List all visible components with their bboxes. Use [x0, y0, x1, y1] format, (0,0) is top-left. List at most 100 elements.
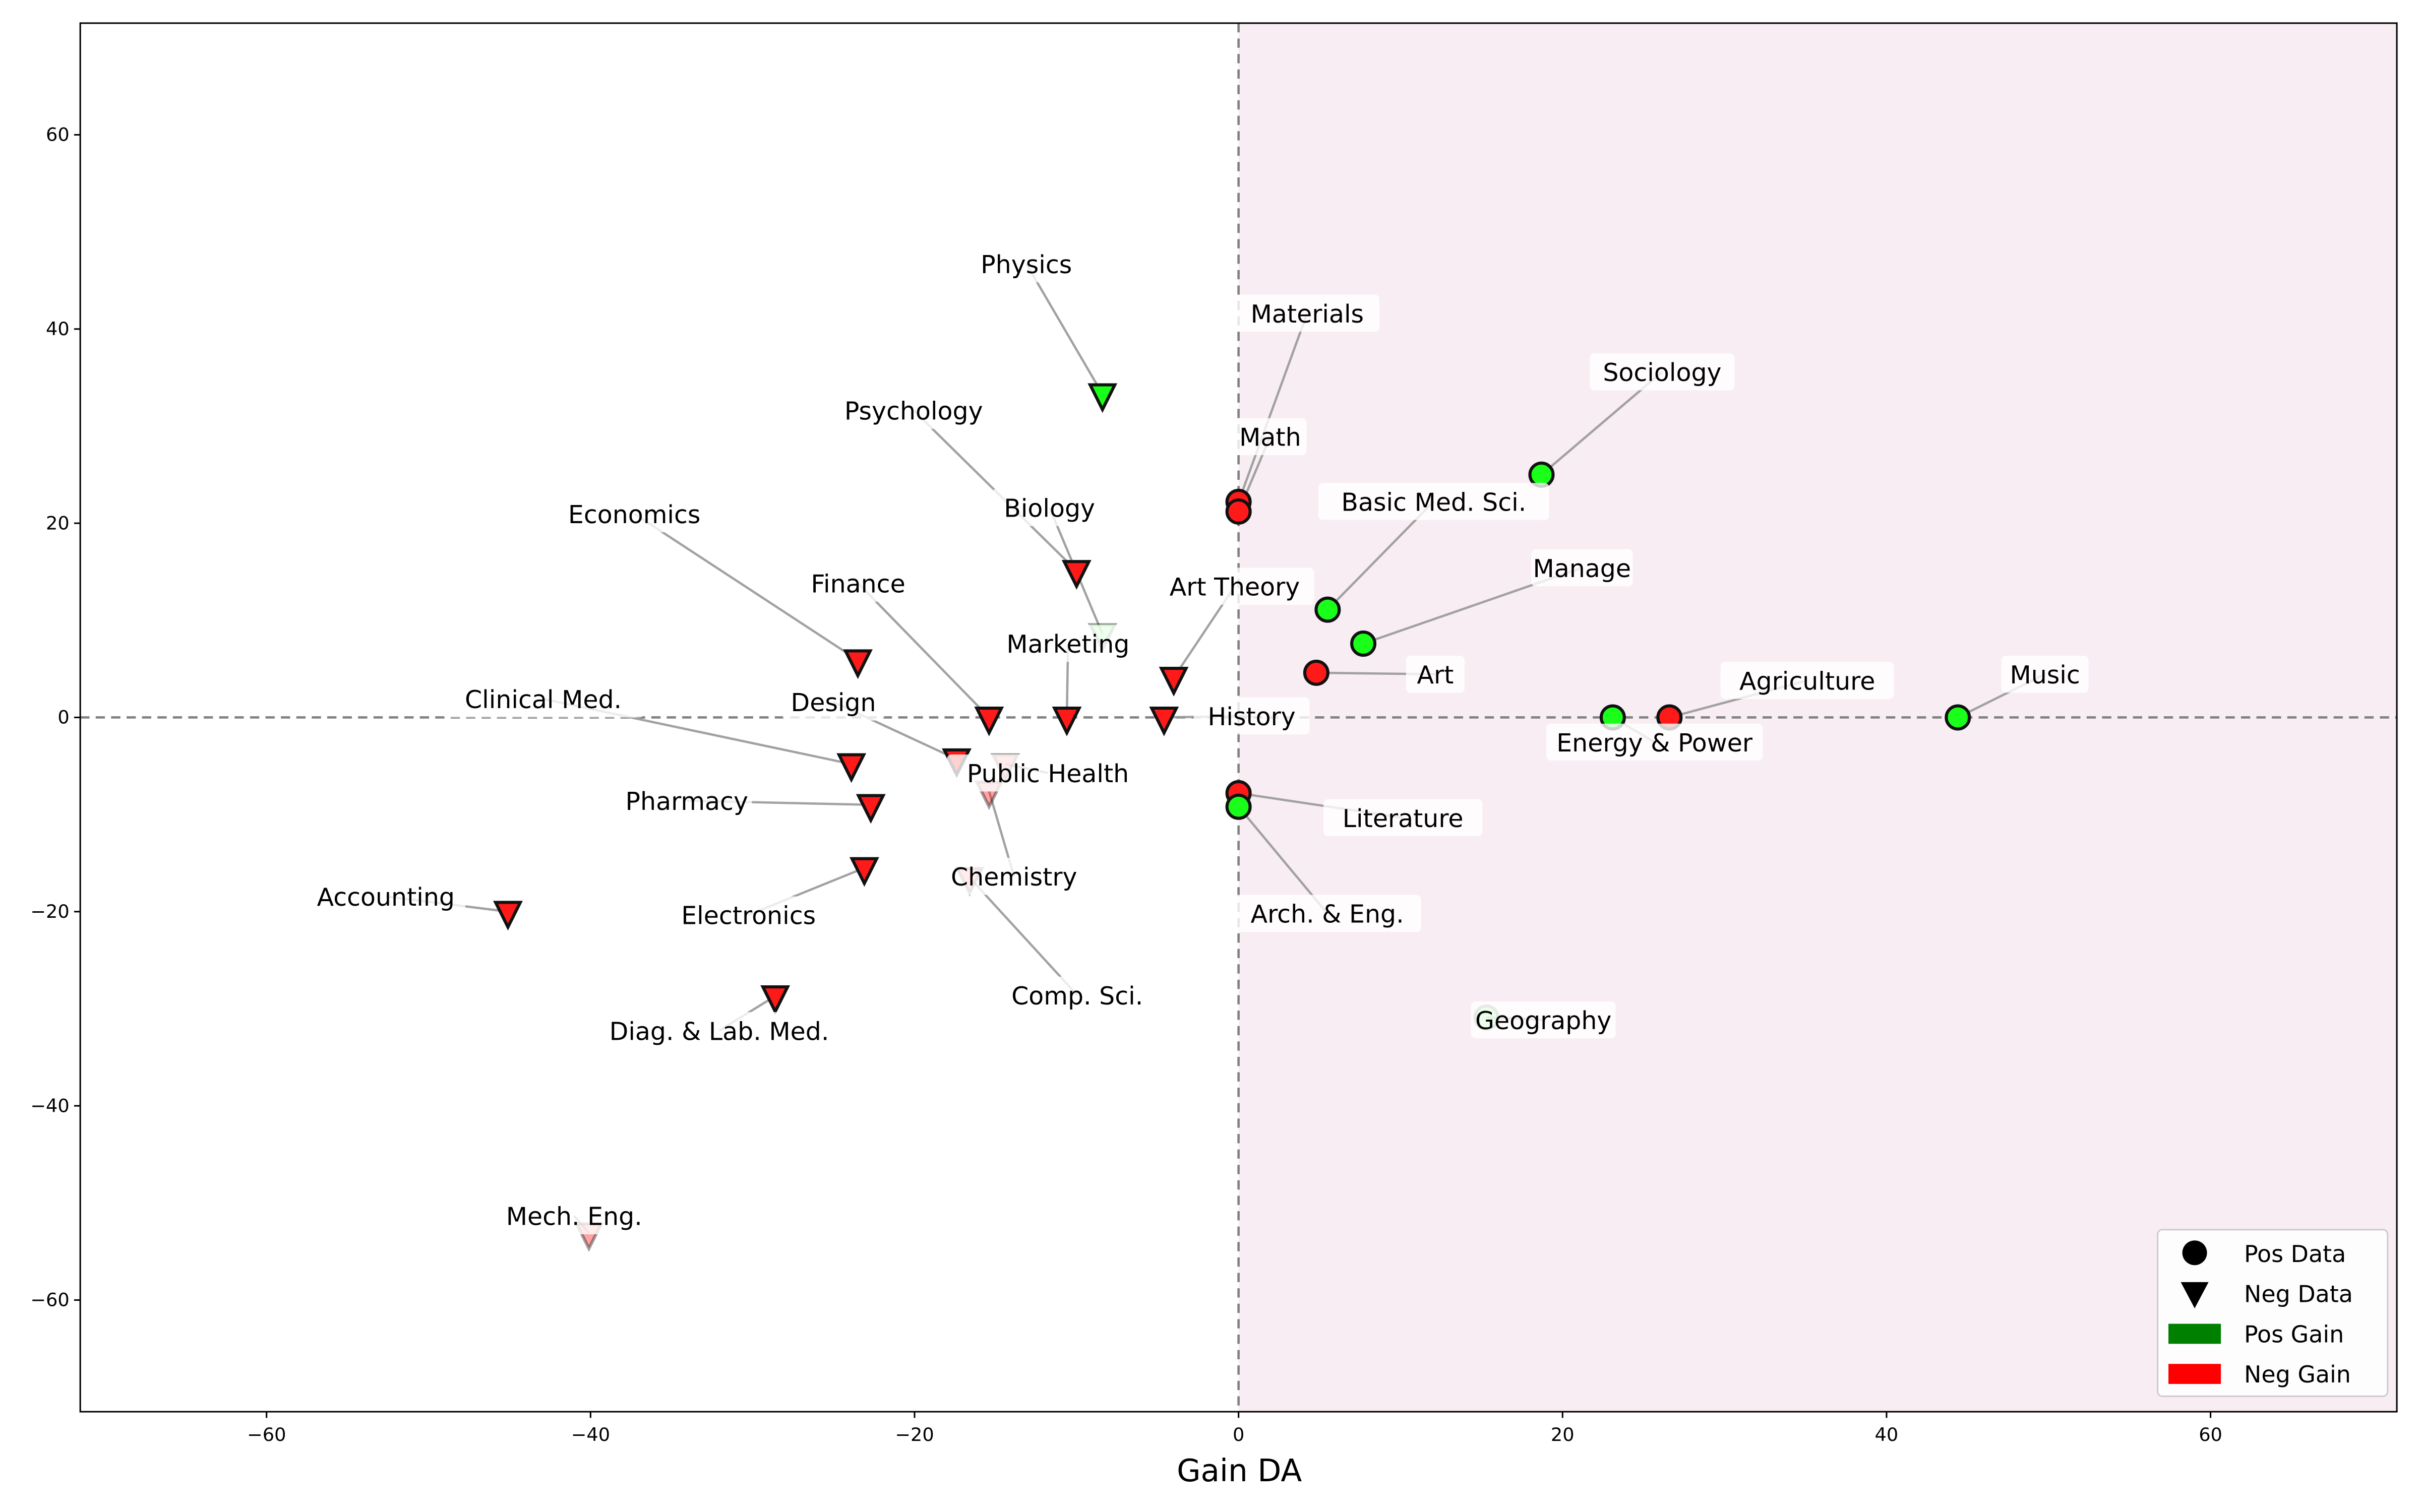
data-label-box — [941, 858, 1086, 895]
data-label-box — [495, 1197, 654, 1234]
data-label: Geography — [1475, 1006, 1611, 1035]
point-circle-art — [1303, 659, 1329, 686]
data-label-box — [1234, 418, 1307, 456]
legend-triangle-icon — [2181, 1282, 2209, 1308]
data-label: Sociology — [1603, 358, 1721, 387]
data-label-box — [1406, 656, 1465, 693]
data-label-box — [589, 1012, 849, 1049]
legend-circle-icon — [2182, 1240, 2207, 1266]
legend-patch-icon — [2168, 1324, 2221, 1344]
y-tick-label: −40 — [30, 1095, 70, 1116]
data-label: Math — [1239, 423, 1301, 452]
data-label: Materials — [1251, 300, 1364, 329]
data-label-box — [442, 680, 644, 718]
y-tick-label: 0 — [57, 707, 69, 728]
data-label-box — [995, 624, 1140, 662]
point-circle-manage — [1350, 631, 1377, 657]
point-triangle-art-theory — [1159, 667, 1189, 697]
legend-label: Neg Data — [2244, 1281, 2353, 1308]
data-label-box — [1590, 353, 1735, 391]
data-label: Public Health — [967, 760, 1129, 788]
point-triangle-finance — [974, 707, 1004, 736]
data-label: Manage — [1533, 554, 1631, 583]
leader-line — [1025, 263, 1104, 395]
data-label: Comp. Sci. — [1011, 982, 1143, 1011]
data-label-box — [1318, 483, 1549, 520]
data-label-box — [782, 683, 884, 721]
point-triangle-economics — [843, 649, 873, 679]
data-label-box — [1531, 549, 1633, 587]
legend-patch-icon — [2168, 1364, 2221, 1384]
point-triangle-marketing — [1052, 707, 1082, 736]
data-label: Psychology — [844, 397, 983, 426]
point-triangle-physics — [1087, 383, 1118, 413]
data-label-box — [2001, 656, 2089, 693]
x-tick-label: −60 — [247, 1424, 286, 1445]
data-label-box — [1155, 568, 1314, 605]
data-label-box — [1546, 723, 1763, 761]
legend-label: Neg Gain — [2244, 1361, 2351, 1388]
x-axis-label: Gain DA — [1177, 1453, 1302, 1489]
data-label-box — [1323, 799, 1483, 837]
data-label: Pharmacy — [626, 787, 748, 816]
data-label: Biology — [1004, 494, 1095, 523]
point-triangle-electronics — [849, 857, 879, 887]
data-label-box — [562, 495, 707, 533]
point-circle-music — [1945, 704, 1971, 731]
data-label-box — [998, 976, 1157, 1014]
data-label: Diag. & Lab. Med. — [610, 1017, 829, 1046]
point-circle-sociology — [1528, 461, 1555, 488]
x-tick-label: −20 — [895, 1424, 934, 1445]
x-tick-label: 40 — [1875, 1424, 1899, 1445]
data-label: Literature — [1343, 804, 1464, 833]
x-tick-label: 60 — [2199, 1424, 2222, 1445]
point-circle-math — [1225, 498, 1252, 525]
legend: Pos Data Neg Data Pos Gain Neg Gain — [2157, 1229, 2389, 1397]
data-label: History — [1208, 703, 1296, 731]
data-label-box — [306, 877, 465, 915]
data-label: Arch. & Eng. — [1251, 900, 1404, 929]
data-label: Marketing — [1006, 630, 1129, 659]
data-label: Finance — [811, 570, 905, 599]
data-label-box — [1235, 294, 1380, 332]
leader-line — [633, 513, 859, 661]
data-label-box — [1193, 697, 1310, 735]
leader-line — [1237, 312, 1309, 502]
data-label: Physics — [981, 250, 1072, 279]
point-triangle-pharmacy — [856, 794, 886, 824]
y-tick-label: 60 — [46, 124, 70, 146]
y-tick-label: 40 — [46, 318, 70, 340]
data-label-box — [661, 896, 835, 934]
data-label: Energy & Power — [1556, 729, 1753, 758]
data-label-box — [1720, 662, 1894, 699]
data-label: Mech. Eng. — [506, 1203, 642, 1231]
point-triangle-history — [1149, 707, 1179, 736]
data-label: Clinical Med. — [465, 685, 622, 714]
point-triangle-accounting — [493, 901, 523, 931]
leader-line — [857, 582, 990, 719]
y-tick-label: −20 — [30, 901, 70, 922]
leader-line — [969, 876, 1078, 996]
legend-box — [2157, 1229, 2389, 1397]
data-label: Agriculture — [1739, 667, 1875, 696]
data-label-box — [800, 564, 916, 602]
x-tick-label: −40 — [571, 1424, 611, 1445]
data-label: Electronics — [681, 902, 816, 930]
data-label: Design — [791, 688, 876, 717]
data-label: Chemistry — [951, 863, 1077, 892]
data-label: Basic Med. Sci. — [1341, 488, 1526, 517]
data-label-box — [991, 489, 1108, 526]
data-label-box — [1471, 1001, 1616, 1039]
data-label: Music — [2010, 661, 2080, 689]
x-tick-label: 0 — [1233, 1424, 1244, 1445]
data-label-box — [947, 754, 1149, 792]
point-circle-arch-eng- — [1225, 793, 1252, 820]
data-label-box — [968, 245, 1084, 283]
data-label: Accounting — [317, 883, 455, 912]
y-tick-label: −60 — [30, 1289, 70, 1311]
data-label-box — [1233, 895, 1421, 932]
x-tick-label: 20 — [1551, 1424, 1575, 1445]
legend-label: Pos Data — [2244, 1240, 2346, 1268]
point-triangle-diag-lab-med- — [760, 985, 791, 1015]
